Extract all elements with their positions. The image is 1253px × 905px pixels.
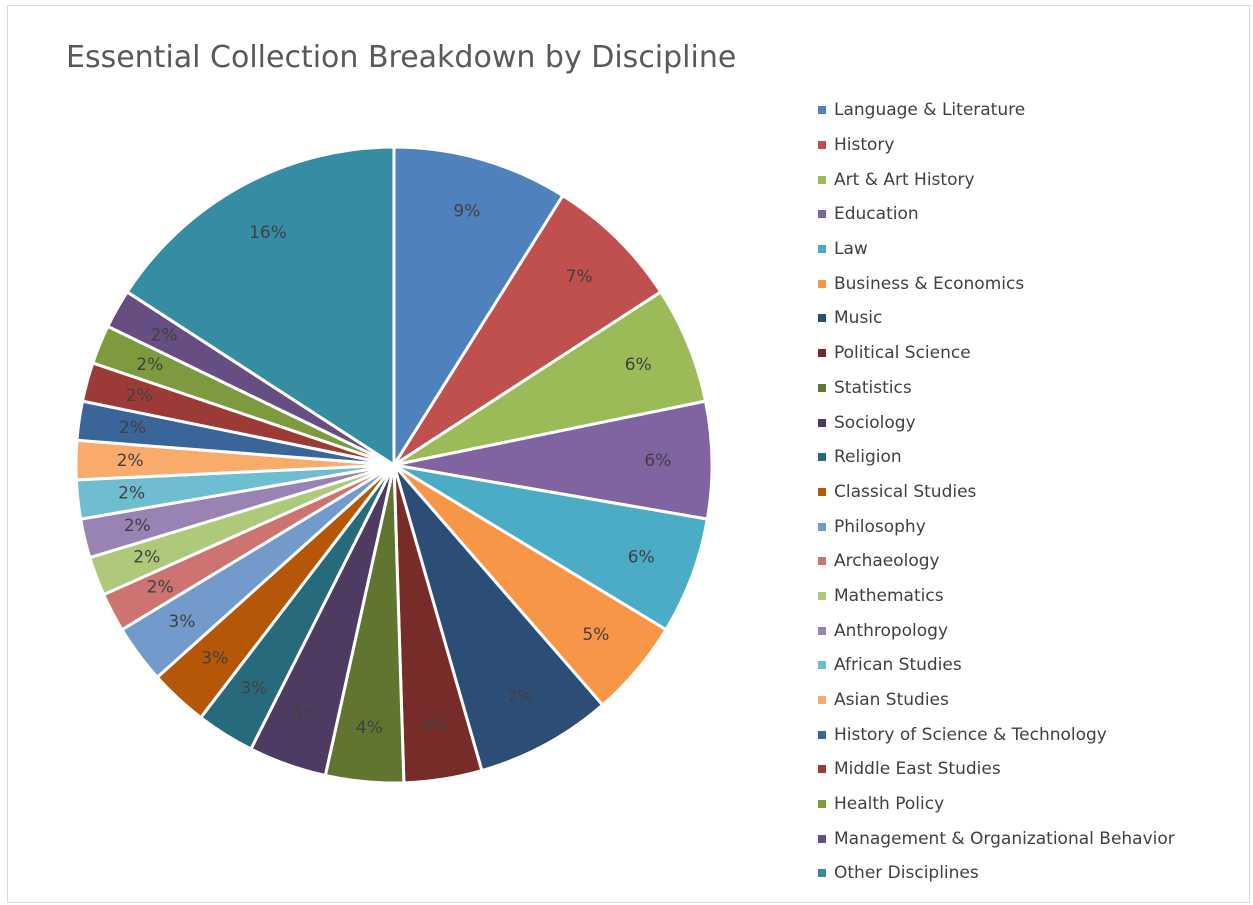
pie-slice-history [392, 194, 663, 467]
legend-label: Statistics [834, 377, 912, 398]
data-label-political-science: 4% [421, 716, 448, 736]
legend-label: Classical Studies [834, 481, 977, 502]
legend-swatch [818, 314, 826, 323]
legend-item-law: Law [818, 232, 1175, 267]
data-label-education: 6% [644, 451, 671, 471]
legend-label: Music [834, 308, 883, 329]
legend-label: History [834, 135, 895, 156]
data-label-music: 7% [507, 687, 534, 707]
data-label-business-and-economics: 5% [582, 625, 609, 645]
data-label-mathematics: 2% [133, 547, 160, 567]
legend-item-history: History [818, 128, 1175, 163]
legend-item-business-and-economics: Business & Economics [818, 266, 1175, 301]
legend-item-mathematics: Mathematics [818, 579, 1175, 614]
data-label-religion: 3% [240, 679, 267, 699]
legend-swatch [818, 661, 826, 670]
legend-label: History of Science & Technology [834, 724, 1107, 745]
legend-item-education: Education [818, 197, 1175, 232]
data-label-law: 6% [628, 547, 655, 567]
legend-item-asian-studies: Asian Studies [818, 683, 1175, 718]
legend-label: Education [834, 204, 919, 225]
legend-label: African Studies [834, 655, 962, 676]
legend-swatch [818, 696, 826, 705]
legend-swatch [818, 349, 826, 358]
data-label-management-and-organizational-behavior: 2% [151, 325, 178, 345]
legend-label: Mathematics [834, 585, 944, 606]
data-label-other-disciplines: 16% [249, 223, 287, 243]
data-label-art-and-art-history: 6% [625, 355, 652, 375]
legend-swatch [818, 834, 826, 843]
legend-item-political-science: Political Science [818, 336, 1175, 371]
legend-swatch [818, 279, 826, 288]
legend-item-language-and-literature: Language & Literature [818, 93, 1175, 128]
legend-item-art-and-art-history: Art & Art History [818, 162, 1175, 197]
data-label-middle-east-studies: 2% [126, 386, 153, 406]
legend-swatch [818, 557, 826, 566]
legend-label: Language & Literature [834, 100, 1026, 121]
legend-swatch [818, 245, 826, 254]
legend-item-management-and-organizational-behavior: Management & Organizational Behavior [818, 821, 1175, 856]
legend-swatch [818, 869, 826, 878]
chart-title: Essential Collection Breakdown by Discip… [66, 40, 737, 75]
legend-item-other-disciplines: Other Disciplines [818, 856, 1175, 891]
legend-label: Religion [834, 447, 902, 468]
legend-swatch [818, 106, 826, 115]
legend-label: Health Policy [834, 794, 945, 815]
legend-swatch [818, 591, 826, 600]
legend-swatch [818, 522, 826, 531]
data-label-anthropology: 2% [124, 516, 151, 536]
legend-label: Archaeology [834, 551, 940, 572]
legend-item-classical-studies: Classical Studies [818, 475, 1175, 510]
legend-label: Asian Studies [834, 690, 949, 711]
legend-swatch [818, 487, 826, 496]
data-label-sociology: 4% [292, 704, 319, 724]
data-label-classical-studies: 3% [201, 649, 228, 669]
legend-label: Sociology [834, 412, 916, 433]
legend-item-sociology: Sociology [818, 405, 1175, 440]
legend-item-archaeology: Archaeology [818, 544, 1175, 579]
data-label-philosophy: 3% [168, 612, 195, 632]
legend-swatch [818, 626, 826, 635]
legend-item-middle-east-studies: Middle East Studies [818, 752, 1175, 787]
legend-item-music: Music [818, 301, 1175, 336]
legend-item-anthropology: Anthropology [818, 613, 1175, 648]
pie-slice-other-disciplines [125, 145, 396, 467]
data-label-history-of-science-and-technology: 2% [119, 418, 146, 438]
legend-item-philosophy: Philosophy [818, 509, 1175, 544]
data-label-asian-studies: 2% [117, 451, 144, 471]
legend-swatch [818, 453, 826, 462]
legend-label: Middle East Studies [834, 759, 1001, 780]
legend-item-statistics: Statistics [818, 371, 1175, 406]
legend-swatch [818, 800, 826, 809]
legend-swatch [818, 175, 826, 184]
legend-item-health-policy: Health Policy [818, 787, 1175, 822]
chart-legend: Language & Literature History Art & Art Hi… [818, 93, 1175, 891]
legend-label: Political Science [834, 343, 971, 364]
legend-swatch [818, 418, 826, 427]
data-label-health-policy: 2% [136, 355, 163, 375]
legend-label: Management & Organizational Behavior [834, 828, 1175, 849]
legend-label: Law [834, 239, 868, 260]
legend-swatch [818, 730, 826, 739]
data-label-history: 7% [566, 267, 593, 287]
data-label-archaeology: 2% [147, 577, 174, 597]
pie-slice-language-and-literature [392, 145, 565, 467]
legend-swatch [818, 765, 826, 774]
data-label-african-studies: 2% [118, 484, 145, 504]
legend-item-history-of-science-and-technology: History of Science & Technology [818, 717, 1175, 752]
legend-item-religion: Religion [818, 440, 1175, 475]
legend-swatch [818, 383, 826, 392]
legend-label: Anthropology [834, 620, 949, 641]
legend-label: Art & Art History [834, 169, 975, 190]
legend-item-african-studies: African Studies [818, 648, 1175, 683]
data-label-statistics: 4% [356, 718, 383, 738]
legend-swatch [818, 141, 826, 150]
data-label-language-and-literature: 9% [453, 201, 480, 221]
legend-label: Other Disciplines [834, 863, 979, 884]
pie-slice-music [392, 463, 605, 773]
legend-swatch [818, 210, 826, 219]
legend-label: Philosophy [834, 516, 926, 537]
legend-label: Business & Economics [834, 273, 1025, 294]
